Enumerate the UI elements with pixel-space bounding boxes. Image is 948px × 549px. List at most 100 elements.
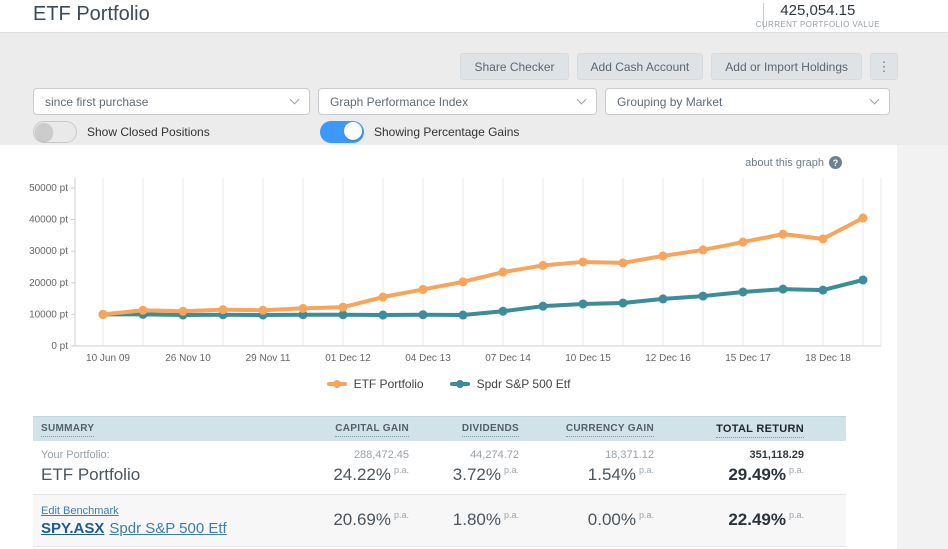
benchmark-dividends-cell: 1.80% p.a.	[452, 510, 519, 529]
benchmark-capital-gain-cell: 20.69% p.a.	[333, 510, 409, 529]
series-line-Spdr S&P 500 Etf	[101, 277, 865, 318]
data-point	[458, 310, 468, 320]
data-point	[538, 260, 548, 270]
pa-suffix: p.a.	[788, 465, 804, 475]
y-tick-label: 20000 pt	[29, 278, 68, 289]
toggle-knob	[344, 122, 362, 140]
x-tick-label: 15 Dec 17	[725, 353, 771, 364]
performance-chart[interactable]: 0 pt 10000 pt 20000 pt 30000 pt 40000 pt 5000…	[0, 176, 897, 373]
content-main: about this graph ? 0 pt 10000 pt 20000 pt 3…	[0, 145, 897, 549]
kebab-menu-icon: ⋮	[877, 58, 891, 74]
toggles-row: Show Closed Positions Showing Percentage…	[0, 121, 948, 143]
benchmark-currency-gain-cell: 0.00% p.a.	[587, 510, 654, 529]
grouping-select[interactable]: Grouping by Market	[605, 88, 890, 115]
x-tick-label: 18 Dec 18	[805, 353, 851, 364]
data-point	[338, 310, 348, 320]
col-header-capital-gain[interactable]: CAPITAL GAIN	[269, 423, 409, 437]
data-point	[738, 237, 748, 247]
page-gutter	[897, 145, 948, 549]
x-tick-label: 10 Dec 15	[565, 353, 611, 364]
data-point	[818, 234, 828, 244]
page-title: ETF Portfolio	[33, 3, 150, 25]
y-tick-label: 30000 pt	[29, 246, 68, 257]
data-point	[658, 251, 668, 261]
toggle-knob	[35, 123, 53, 141]
legend-item[interactable]: ETF Portfolio	[326, 377, 424, 391]
data-point	[458, 277, 468, 287]
showing-percentage-gains-label: Showing Percentage Gains	[374, 125, 520, 139]
y-tick-label: 0 pt	[51, 341, 68, 352]
pa-suffix: p.a.	[503, 465, 519, 475]
total-return-pct: 29.49% p.a.	[728, 465, 804, 484]
chevron-down-icon	[576, 94, 587, 105]
content-area: about this graph ? 0 pt 10000 pt 20000 pt 3…	[0, 145, 948, 549]
table-row-benchmark: Edit Benchmark SPY.ASX Spdr S&P 500 Etf 2…	[33, 495, 846, 547]
current-portfolio-value: 425,054.15	[780, 2, 856, 19]
more-options-button[interactable]: ⋮	[870, 53, 898, 80]
showing-percentage-gains-toggle[interactable]	[320, 121, 364, 143]
graph-type-value: Graph Performance Index	[330, 94, 469, 109]
total-return-value: 351,118.29	[749, 449, 804, 461]
about-this-graph-link[interactable]: about this graph ?	[745, 156, 842, 169]
portfolio-dividends-cell: 44,274.72 3.72% p.a.	[409, 449, 519, 485]
portfolio-capital-gain-cell: 288,472.45 24.22% p.a.	[269, 449, 409, 485]
col-header-currency-gain[interactable]: CURRENCY GAIN	[519, 423, 654, 437]
show-closed-positions-toggle[interactable]	[33, 121, 77, 143]
data-point	[538, 301, 548, 311]
chevron-down-icon	[289, 94, 300, 105]
legend-marker-icon	[326, 380, 347, 388]
pa-suffix: p.a.	[393, 510, 409, 520]
pa-suffix: p.a.	[503, 510, 519, 520]
date-range-value: since first purchase	[45, 94, 149, 109]
series-line-ETF Portfolio	[101, 216, 865, 317]
data-point	[618, 258, 628, 268]
filter-band: Share Checker Add Cash Account Add or Im…	[0, 33, 948, 145]
benchmark-row-label: Edit Benchmark SPY.ASX Spdr S&P 500 Etf	[41, 503, 269, 537]
data-point	[98, 309, 108, 319]
share-checker-button[interactable]: Share Checker	[460, 53, 569, 80]
y-tick-label: 40000 pt	[29, 215, 68, 226]
data-point	[858, 275, 868, 285]
legend-label: ETF Portfolio	[353, 377, 424, 391]
legend-item[interactable]: Spdr S&P 500 Etf	[449, 377, 570, 391]
dividends-pct: 3.72% p.a.	[452, 465, 519, 484]
col-header-summary: SUMMARY	[41, 423, 269, 437]
benchmark-name-link[interactable]: Spdr S&P 500 Etf	[109, 520, 227, 537]
benchmark-code-link[interactable]: SPY.ASX	[41, 520, 105, 537]
top-bar: ETF Portfolio 425,054.15 CURRENT PORTFOL…	[0, 0, 948, 33]
benchmark-total-return-cell: 22.49% p.a.	[728, 510, 804, 529]
capital-gain-value: 288,472.45	[353, 449, 409, 461]
percentage-gains-toggle-group: Showing Percentage Gains	[320, 121, 519, 143]
data-point	[578, 257, 588, 267]
data-point	[298, 310, 308, 320]
portfolio-currency-gain-cell: 18,371.12 1.54% p.a.	[519, 449, 654, 485]
data-point	[818, 285, 828, 295]
add-cash-account-button[interactable]: Add Cash Account	[576, 53, 704, 80]
current-portfolio-value-label: CURRENT PORTFOLIO VALUE	[755, 20, 880, 29]
toolbar: Share Checker Add Cash Account Add or Im…	[460, 53, 898, 80]
graph-type-select[interactable]: Graph Performance Index	[318, 88, 597, 115]
help-icon: ?	[829, 156, 842, 169]
data-point	[418, 284, 428, 294]
add-or-import-holdings-button[interactable]: Add or Import Holdings	[711, 53, 862, 80]
data-point	[178, 306, 188, 316]
dividends-value: 44,274.72	[470, 449, 519, 461]
col-header-total-return[interactable]: TOTAL RETURN	[654, 423, 804, 438]
portfolio-value-block: 425,054.15 CURRENT PORTFOLIO VALUE	[756, 2, 880, 29]
data-point	[618, 298, 628, 308]
grouping-value: Grouping by Market	[617, 94, 723, 109]
about-this-graph-label: about this graph	[745, 156, 824, 169]
data-point	[338, 302, 348, 312]
y-tick-label: 50000 pt	[29, 183, 68, 194]
legend-marker-icon	[449, 380, 470, 388]
data-point	[698, 291, 708, 301]
data-point	[778, 229, 788, 239]
data-point	[738, 287, 748, 297]
edit-benchmark-link[interactable]: Edit Benchmark	[41, 505, 119, 517]
portfolio-name: ETF Portfolio	[41, 465, 141, 484]
show-closed-positions-label: Show Closed Positions	[87, 125, 210, 139]
col-header-dividends[interactable]: DIVIDENDS	[409, 423, 519, 437]
date-range-select[interactable]: since first purchase	[33, 88, 310, 115]
pa-suffix: p.a.	[638, 465, 654, 475]
data-point	[498, 306, 508, 316]
